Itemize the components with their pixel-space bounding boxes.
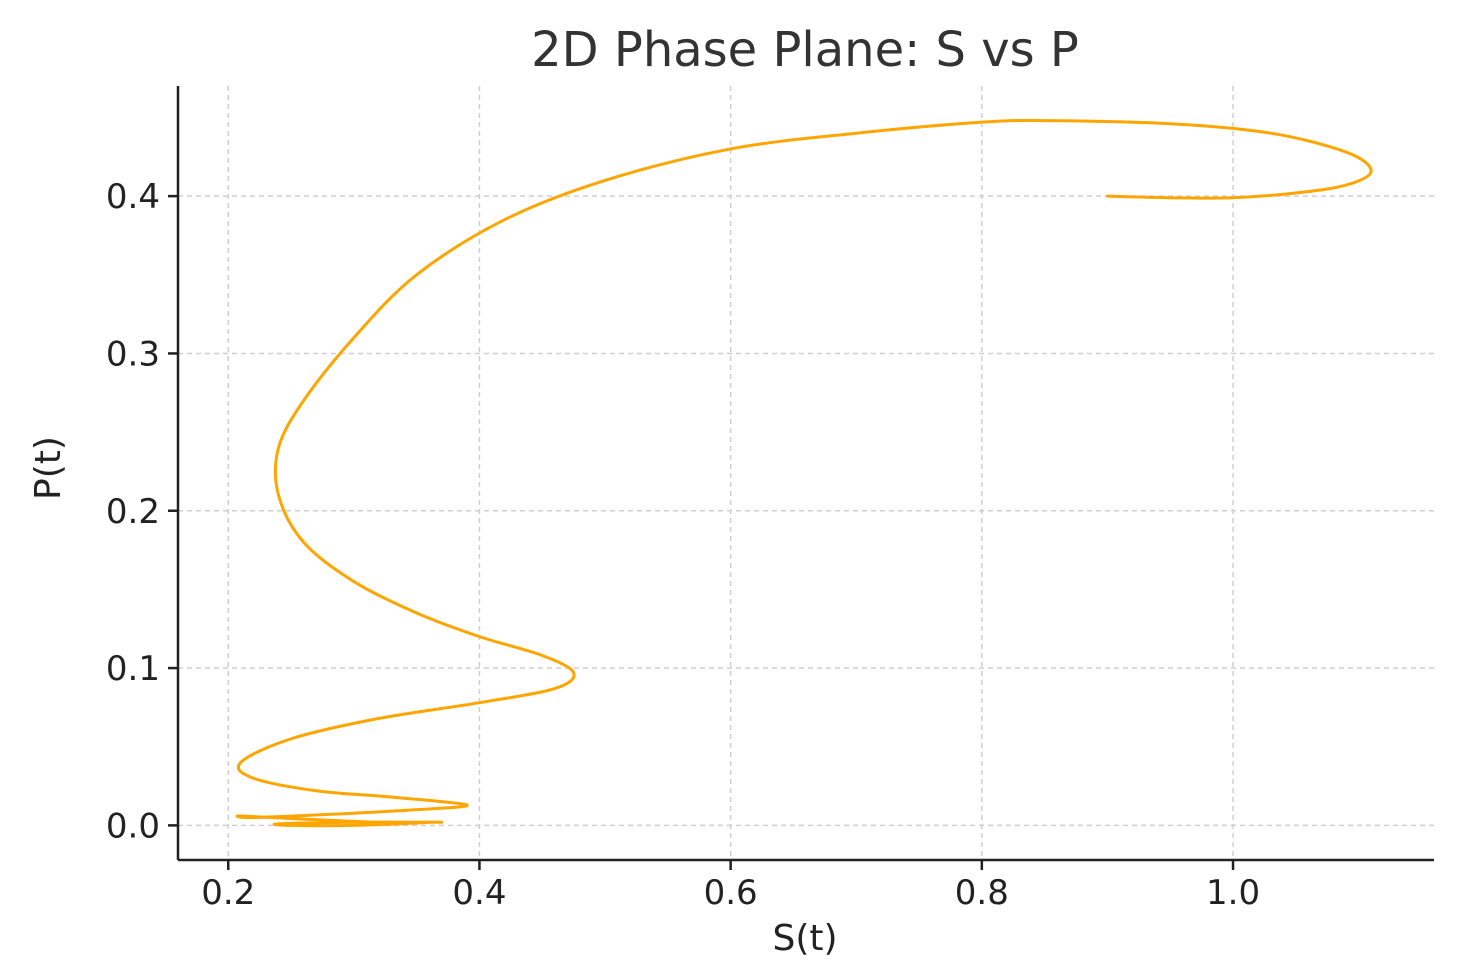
chart-title: 2D Phase Plane: S vs P xyxy=(531,22,1079,78)
axes xyxy=(176,86,1434,862)
ticks: 0.2 0.4 0.6 0.8 1.0 0.0 0.1 0.2 0.3 0.4 xyxy=(106,177,1260,913)
series-line-0 xyxy=(235,118,1373,828)
series-layer xyxy=(235,118,1373,828)
y-tick-label: 0.4 xyxy=(106,177,160,217)
x-tick-label: 0.6 xyxy=(704,873,758,913)
x-tick-label: 0.8 xyxy=(955,873,1009,913)
x-tick-label: 0.4 xyxy=(452,873,506,913)
grid xyxy=(178,86,1434,860)
y-tick-label: 0.0 xyxy=(106,806,160,846)
y-tick-label: 0.3 xyxy=(106,334,160,374)
y-axis-label: P(t) xyxy=(28,436,69,500)
x-tick-label: 0.2 xyxy=(201,873,255,913)
x-axis-label: S(t) xyxy=(772,918,837,959)
y-tick-label: 0.1 xyxy=(106,649,160,689)
x-tick-label: 1.0 xyxy=(1206,873,1260,913)
y-tick-label: 0.2 xyxy=(106,492,160,532)
